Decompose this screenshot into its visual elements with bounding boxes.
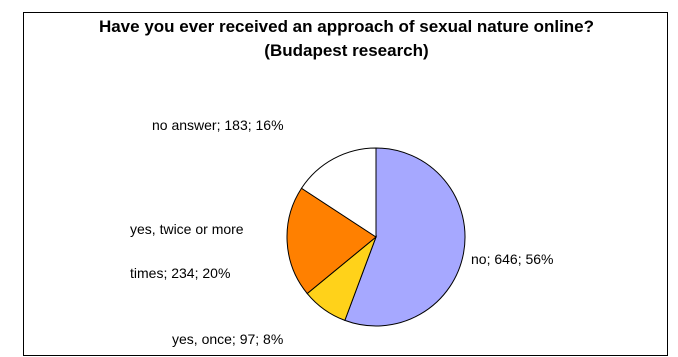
pie-slice-no-answer <box>300 147 377 238</box>
label-yes-twice-line1: yes, twice or more <box>130 221 244 237</box>
label-yes-twice-line2: times; 234; 20% <box>130 265 230 281</box>
pie-labels: no; 646; 56% yes, once; 97; 8% yes, twic… <box>130 117 554 347</box>
label-no: no; 646; 56% <box>471 251 554 267</box>
chart-title-line: Have you ever received an approach of se… <box>98 17 595 36</box>
pie-slice-no <box>344 147 466 327</box>
label-no-answer: no answer; 183; 16% <box>152 117 284 133</box>
pie-slice-yes-twice-or-more-times <box>286 187 377 295</box>
chart-subtitle-line: (Budapest research) <box>264 41 429 60</box>
chart-title: Have you ever received an approach of se… <box>24 15 669 63</box>
label-yes-once: yes, once; 97; 8% <box>172 331 283 347</box>
pie-slices <box>286 147 466 327</box>
